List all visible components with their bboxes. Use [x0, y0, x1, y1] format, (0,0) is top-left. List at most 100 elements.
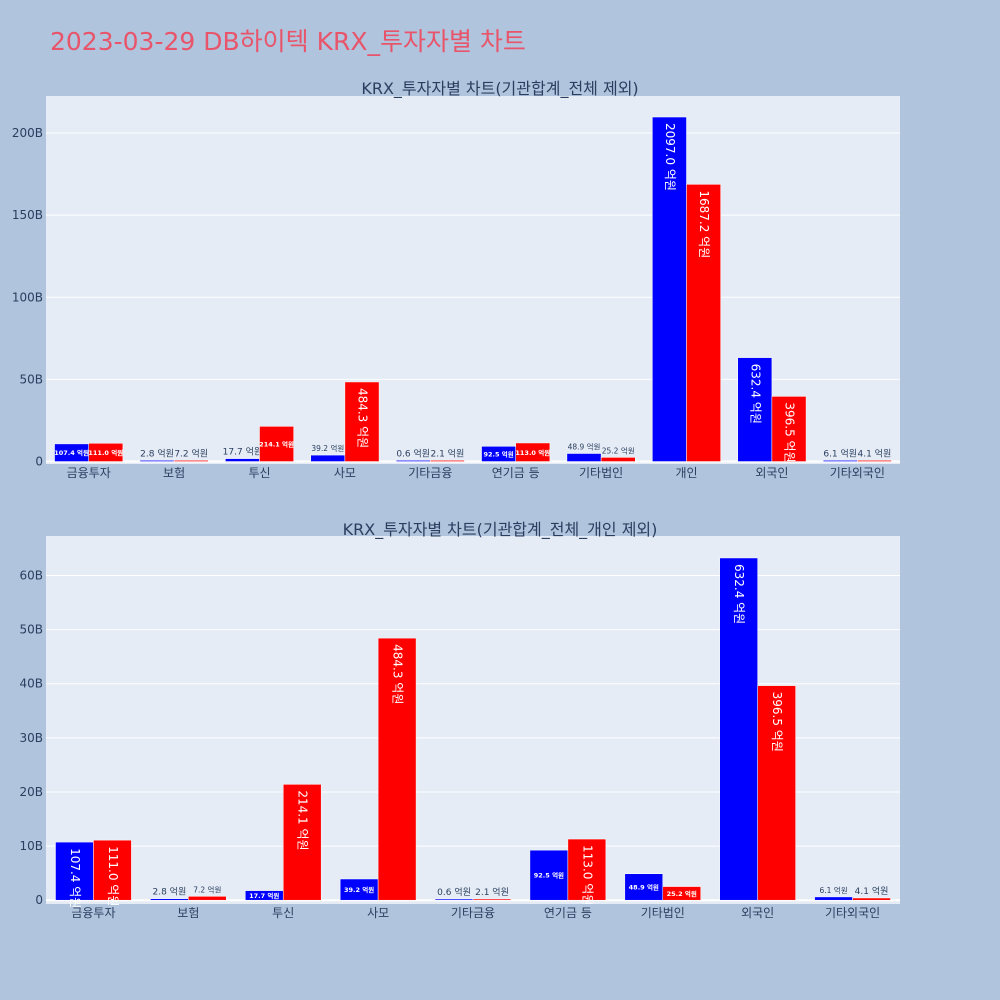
data-label: 396.5 억원 [782, 402, 796, 462]
sell-bar [282, 784, 322, 901]
x-tick-label: 사모 [367, 906, 389, 920]
sell-bar [344, 381, 380, 462]
x-tick-label: 개인 [675, 466, 697, 480]
y-tick-label: 0 [35, 455, 43, 469]
data-label: 48.9 억원 [568, 443, 601, 452]
sell-bar [472, 898, 512, 901]
x-tick-label: 기타금융 [408, 466, 452, 480]
x-tick-label: 연기금 등 [544, 906, 592, 920]
data-label: 39.2 억원 [311, 444, 344, 453]
data-label: 632.4 억원 [748, 364, 762, 424]
x-tick-label: 기타법인 [641, 906, 685, 920]
buy-bar [150, 898, 189, 901]
buy-bar [719, 557, 758, 901]
chart-title: KRX_투자자별 차트(기관합계_전체_개인 제외) [343, 520, 658, 540]
data-label: 4.1 억원 [858, 447, 892, 459]
x-tick-label: 연기금 등 [492, 466, 540, 480]
data-label: 214.1 억원 [259, 439, 294, 448]
y-tick-label: 30B [19, 731, 43, 745]
sell-bar [173, 460, 209, 462]
buy-bar [55, 841, 94, 901]
sell-bar [515, 442, 551, 462]
x-tick-label: 사모 [334, 466, 356, 480]
y-tick-label: 150B [12, 208, 43, 222]
sell-bar [88, 443, 124, 462]
x-tick-label: 투신 [248, 466, 270, 480]
sell-bar [93, 839, 132, 901]
data-label: 484.3 억원 [391, 644, 405, 704]
data-label: 632.4 억원 [732, 564, 746, 624]
data-label: 214.1 억원 [296, 790, 310, 850]
data-label: 39.2 억원 [344, 885, 374, 894]
data-label: 2.1 억원 [475, 886, 509, 898]
data-label: 0.6 억원 [396, 447, 430, 459]
y-tick-label: 0 [35, 893, 43, 907]
x-tick-label: 기타외국인 [825, 906, 880, 920]
sell-bar [662, 886, 701, 901]
sell-bar [852, 897, 891, 901]
buy-bar [529, 849, 569, 901]
data-label: 92.5 억원 [483, 449, 513, 458]
x-tick-label: 보험 [177, 906, 199, 920]
x-tick-label: 외국인 [741, 906, 774, 920]
data-label: 25.2 억원 [667, 889, 697, 898]
chart-title: KRX_투자자별 차트(기관합계_전체 제외) [361, 79, 638, 99]
data-label: 111.0 억원 [88, 448, 123, 457]
x-tick-label: 기타금융 [451, 906, 495, 920]
sell-bar [259, 426, 294, 462]
data-label: 2.1 억원 [431, 447, 465, 459]
data-label: 396.5 억원 [770, 692, 784, 752]
x-tick-label: 투신 [272, 906, 294, 920]
sell-bar [686, 184, 721, 462]
data-label: 113.0 억원 [580, 845, 594, 905]
y-tick-label: 100B [12, 290, 43, 304]
data-label: 1687.2 억원 [697, 190, 711, 258]
data-label: 111.0 억원 [106, 846, 120, 906]
sell-bar [771, 396, 807, 462]
x-tick-label: 금융투자 [71, 906, 115, 920]
sell-bar [757, 685, 796, 901]
data-label: 7.2 억원 [193, 885, 221, 894]
buy-bar [652, 116, 687, 462]
data-label: 484.3 억원 [355, 388, 369, 448]
buy-bar [814, 896, 853, 901]
sell-bar [600, 457, 636, 462]
data-label: 6.1 억원 [823, 447, 857, 459]
data-label: 17.7 억원 [249, 891, 279, 900]
x-tick-label: 기타법인 [579, 466, 623, 480]
buy-bar [624, 873, 664, 901]
y-tick-label: 20B [19, 785, 43, 799]
data-label: 48.9 억원 [629, 882, 659, 891]
sell-bar [567, 838, 607, 901]
x-tick-label: 보험 [163, 466, 185, 480]
y-tick-label: 10B [19, 839, 43, 853]
sell-bar [377, 637, 417, 901]
y-tick-label: 40B [19, 677, 43, 691]
data-label: 6.1 억원 [820, 886, 848, 895]
x-tick-label: 외국인 [755, 466, 788, 480]
x-tick-label: 금융투자 [67, 466, 111, 480]
sell-bar [857, 460, 892, 462]
data-label: 0.6 억원 [437, 886, 471, 898]
y-tick-label: 200B [12, 126, 43, 140]
y-tick-label: 50B [19, 372, 43, 386]
data-label: 2.8 억원 [152, 886, 186, 898]
data-label: 17.7 억원 [223, 446, 262, 458]
data-label: 4.1 억원 [855, 885, 889, 897]
data-label: 107.4 억원 [68, 848, 82, 908]
y-tick-label: 50B [19, 623, 43, 637]
data-label: 2097.0 억원 [663, 123, 677, 191]
buy-bar [737, 357, 773, 462]
sell-bar [430, 460, 465, 462]
sell-bar [188, 896, 227, 901]
data-label: 113.0 억원 [515, 448, 550, 457]
page-title: 2023-03-29 DB하이텍 KRX_투자자별 차트 [50, 27, 526, 56]
data-label: 2.8 억원 [140, 447, 174, 459]
data-label: 92.5 억원 [534, 871, 564, 880]
data-label: 25.2 억원 [602, 446, 635, 455]
data-label: 107.4 억원 [54, 448, 89, 457]
x-tick-label: 기타외국인 [830, 466, 885, 480]
buy-bar [434, 898, 474, 901]
